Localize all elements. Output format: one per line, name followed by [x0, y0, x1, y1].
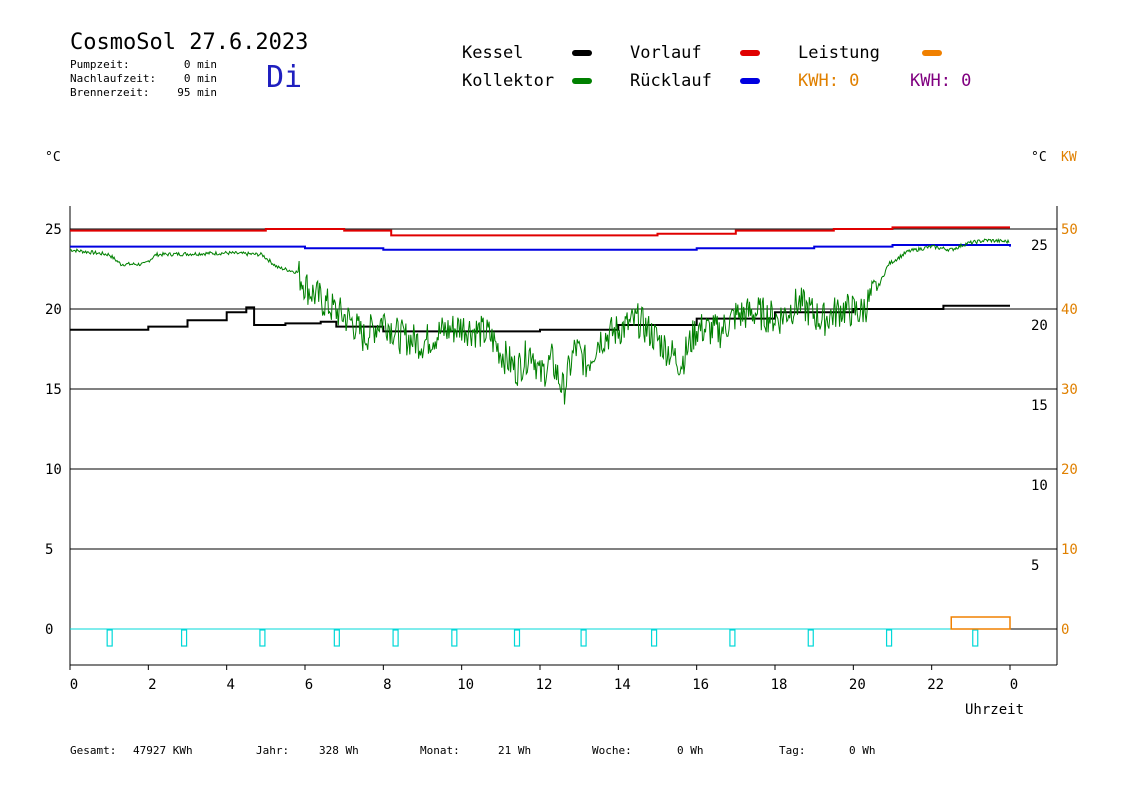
y-tick-right-temp-10: 10: [1031, 478, 1048, 494]
legend-label-leistung: Leistung: [798, 43, 880, 63]
y-tick-right-kw-10: 10: [1061, 542, 1078, 558]
burner-marker-2: [259, 629, 266, 647]
total-tag-label: Tag:: [779, 744, 806, 757]
total-jahr-value: 328 Wh: [319, 744, 359, 757]
x-tick-label-12: 0: [1010, 677, 1018, 693]
y-tick-right-temp-5: 5: [1031, 558, 1039, 574]
total-monat-value: 21 Wh: [498, 744, 532, 757]
legend-label-kessel: Kessel: [462, 43, 524, 63]
burner-marker-5: [451, 629, 458, 647]
legend-swatch-kollektor: [572, 78, 592, 84]
page-title: CosmoSol 27.6.2023: [70, 30, 309, 55]
y-tick-left-25: 25: [45, 222, 62, 238]
legend-swatch-ruecklauf: [740, 78, 760, 84]
burner-marker-11: [885, 629, 893, 647]
burner-marker-10: [807, 629, 814, 647]
x-tick-label-1: 2: [148, 677, 156, 693]
x-axis-label: Uhrzeit: [965, 702, 1024, 718]
x-tick-label-4: 8: [383, 677, 391, 693]
y-axis-unit-kw: KW: [1061, 150, 1077, 165]
burner-marker-8: [650, 629, 658, 647]
kwh-orange-label: KWH: 0: [798, 71, 860, 91]
y-tick-left-20: 20: [45, 302, 62, 318]
burner-marker-12: [972, 629, 979, 647]
legend-label-ruecklauf: Rücklauf: [630, 71, 712, 91]
legend-swatch-vorlauf: [740, 50, 760, 56]
legend-swatch-kessel: [572, 50, 592, 56]
stat-value-nachlaufzeit: 0 min: [183, 72, 217, 85]
y-tick-right-kw-0: 0: [1061, 622, 1069, 638]
x-tick-label-6: 12: [536, 677, 553, 693]
burner-marker-4: [392, 629, 399, 647]
y-tick-left-0: 0: [45, 622, 53, 638]
total-jahr-label: Jahr:: [256, 744, 290, 757]
x-tick-label-0: 0: [70, 677, 78, 693]
y-axis-unit-right: °C: [1031, 150, 1047, 165]
burner-marker-0: [106, 629, 113, 647]
stat-value-pumpzeit: 0 min: [183, 58, 217, 71]
y-tick-right-kw-40: 40: [1061, 302, 1078, 318]
x-tick-label-7: 14: [614, 677, 631, 693]
series-line-vorlauf: [70, 226, 1010, 237]
y-tick-right-temp-15: 15: [1031, 398, 1048, 414]
legend-swatch-leistung: [922, 50, 942, 56]
total-woche-value: 0 Wh: [677, 744, 704, 757]
series-line-kollektor: [69, 237, 1010, 405]
stat-label-pumpzeit: Pumpzeit:: [70, 58, 130, 71]
y-tick-right-kw-50: 50: [1061, 222, 1078, 238]
y-axis-unit-left: °C: [45, 150, 61, 165]
stat-label-brennerzeit: Brennerzeit:: [70, 86, 150, 99]
x-tick-label-5: 10: [457, 677, 474, 693]
y-tick-left-15: 15: [45, 382, 62, 398]
series-line-kessel: [70, 304, 1010, 333]
total-monat-label: Monat:: [420, 744, 460, 757]
x-tick-label-10: 20: [849, 677, 866, 693]
burner-marker-9: [729, 629, 736, 647]
y-tick-left-5: 5: [45, 542, 53, 558]
legend-label-vorlauf: Vorlauf: [630, 43, 702, 63]
total-gesamt-label: Gesamt:: [70, 744, 117, 757]
kwh-purple-label: KWH: 0: [910, 71, 972, 91]
stat-value-brennerzeit: 95 min: [177, 86, 217, 99]
series-line-rcklauf: [70, 244, 1011, 251]
leistung-bar: [950, 616, 1011, 630]
y-tick-right-kw-30: 30: [1061, 382, 1078, 398]
burner-marker-7: [580, 629, 587, 647]
x-tick-label-11: 22: [927, 677, 944, 693]
y-tick-right-temp-25: 25: [1031, 238, 1048, 254]
x-tick-label-8: 16: [692, 677, 709, 693]
burner-marker-1: [180, 629, 188, 647]
total-tag-value: 0 Wh: [849, 744, 876, 757]
x-tick-label-9: 18: [771, 677, 788, 693]
y-tick-right-temp-20: 20: [1031, 318, 1048, 334]
stat-label-nachlaufzeit: Nachlaufzeit:: [70, 72, 157, 85]
x-tick-label-3: 6: [305, 677, 313, 693]
total-woche-label: Woche:: [592, 744, 632, 757]
legend-label-kollektor: Kollektor: [462, 71, 555, 91]
burner-marker-6: [513, 629, 521, 647]
burner-marker-3: [333, 629, 340, 647]
total-gesamt-value: 47927 KWh: [133, 744, 193, 757]
y-tick-left-10: 10: [45, 462, 62, 478]
y-tick-right-kw-20: 20: [1061, 462, 1078, 478]
x-tick-label-2: 4: [226, 677, 234, 693]
weekday-label: Di: [266, 60, 303, 95]
